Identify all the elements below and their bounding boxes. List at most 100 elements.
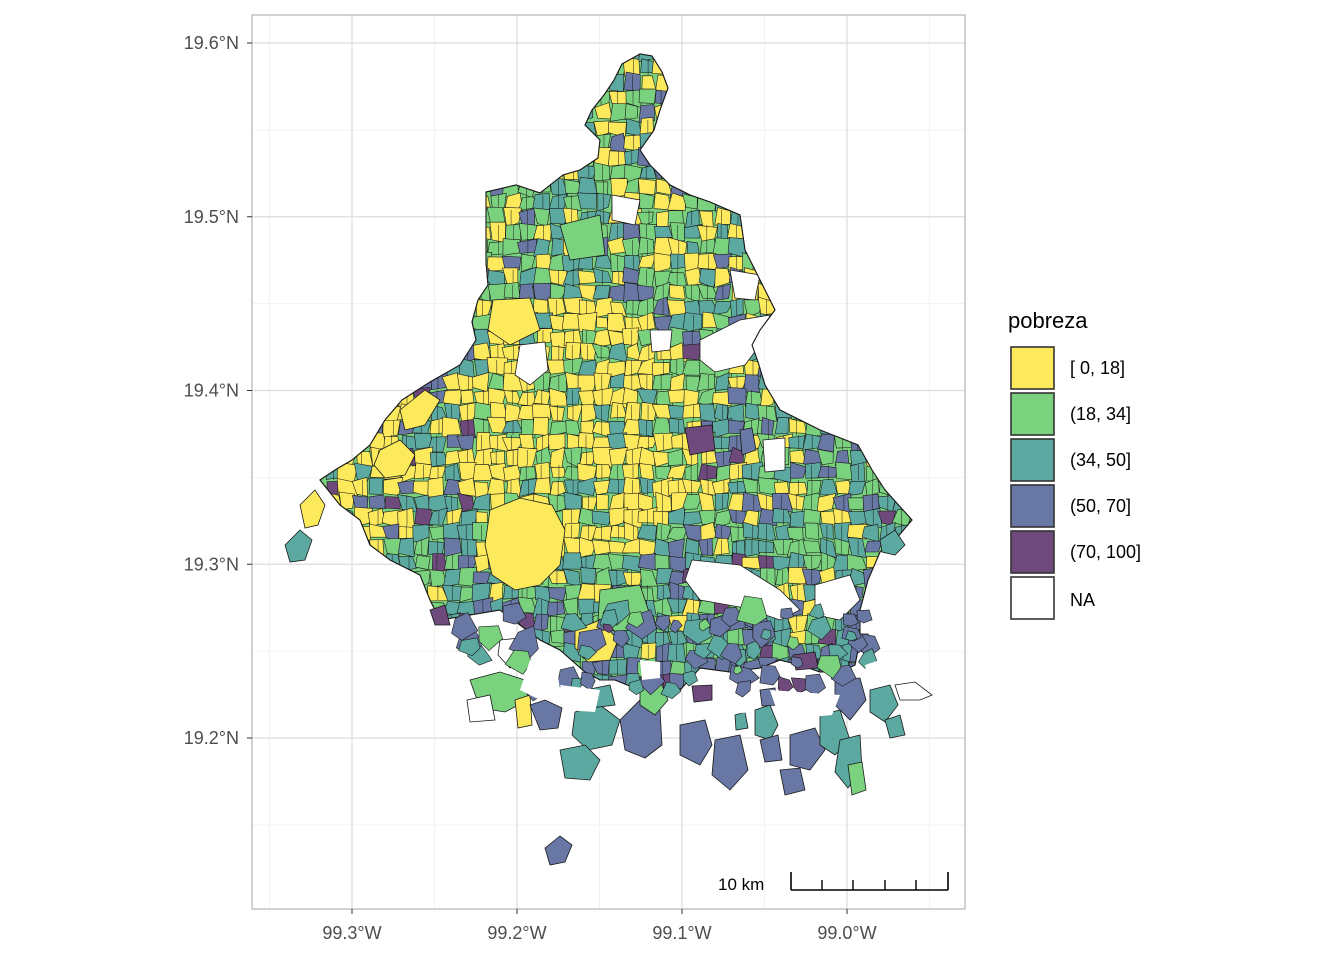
region <box>593 162 611 182</box>
region <box>716 464 733 484</box>
region <box>639 463 655 481</box>
map-gap <box>705 700 752 716</box>
x-tick-label: 99.1°W <box>652 923 711 943</box>
region <box>428 507 449 526</box>
region <box>592 328 611 348</box>
region <box>819 478 839 496</box>
region <box>581 496 599 511</box>
region <box>504 192 524 212</box>
region <box>698 268 718 289</box>
region <box>508 625 539 659</box>
region <box>667 448 684 467</box>
region <box>549 314 567 332</box>
region <box>533 224 553 243</box>
region <box>368 494 387 509</box>
region <box>712 253 733 270</box>
region <box>520 253 536 273</box>
region <box>817 448 834 466</box>
region <box>505 224 522 242</box>
region-island <box>529 699 563 731</box>
region <box>579 451 597 466</box>
region <box>712 301 734 316</box>
region <box>819 522 834 540</box>
region <box>636 436 658 451</box>
region-island <box>789 727 826 771</box>
region <box>759 664 781 686</box>
region <box>856 609 873 624</box>
region <box>596 494 609 511</box>
region <box>637 253 657 270</box>
region <box>580 420 595 435</box>
region <box>669 373 685 392</box>
region <box>742 521 761 539</box>
region <box>520 419 536 439</box>
region <box>668 570 684 586</box>
region <box>352 495 369 509</box>
region <box>846 553 868 572</box>
region <box>739 427 757 456</box>
region <box>774 417 789 435</box>
region <box>786 636 800 651</box>
region <box>638 178 657 195</box>
region <box>460 538 478 557</box>
region <box>847 497 866 511</box>
region-na <box>649 329 673 353</box>
region <box>577 312 598 333</box>
region <box>518 466 536 482</box>
region <box>398 537 415 558</box>
region <box>850 462 866 483</box>
region <box>460 389 475 405</box>
region <box>715 493 730 512</box>
region <box>488 462 507 483</box>
region <box>549 405 565 422</box>
region <box>698 403 717 423</box>
legend-item-50-70: (50, 70] <box>1010 484 1131 528</box>
region <box>655 522 672 542</box>
region <box>667 643 687 663</box>
region-island <box>299 489 326 529</box>
x-tick-label: 99.2°W <box>487 923 546 943</box>
region <box>592 525 612 541</box>
region <box>580 567 597 585</box>
region <box>597 192 612 212</box>
region <box>549 283 568 303</box>
region <box>612 629 630 649</box>
region <box>623 71 641 92</box>
region <box>651 362 671 377</box>
region-island <box>514 694 533 729</box>
region-island <box>847 761 867 796</box>
region <box>653 252 672 273</box>
region <box>608 507 629 528</box>
legend-item-0-18: [ 0, 18] <box>1010 346 1125 390</box>
region <box>549 387 569 407</box>
region <box>816 493 837 513</box>
region-island <box>544 835 573 866</box>
region <box>532 416 549 436</box>
region <box>730 298 744 318</box>
region <box>428 540 445 555</box>
region <box>563 479 581 496</box>
city-outline <box>319 53 913 701</box>
region <box>735 680 752 698</box>
region <box>441 416 462 438</box>
region <box>577 644 597 660</box>
region <box>744 538 761 557</box>
region <box>621 327 640 347</box>
legend-label-na: NA <box>1070 590 1095 610</box>
y-tick-label: 19.4°N <box>184 381 239 401</box>
region <box>807 616 832 641</box>
region <box>628 679 644 695</box>
map-gap <box>770 690 840 720</box>
region <box>503 207 522 228</box>
region <box>504 649 532 675</box>
region <box>487 283 508 303</box>
region-island <box>884 714 906 739</box>
region <box>503 282 521 299</box>
legend-item-34-50: (34, 50] <box>1010 438 1131 482</box>
region <box>471 493 491 511</box>
region <box>742 477 758 493</box>
region-island <box>559 744 601 781</box>
region <box>562 552 583 570</box>
region-na <box>684 559 801 621</box>
